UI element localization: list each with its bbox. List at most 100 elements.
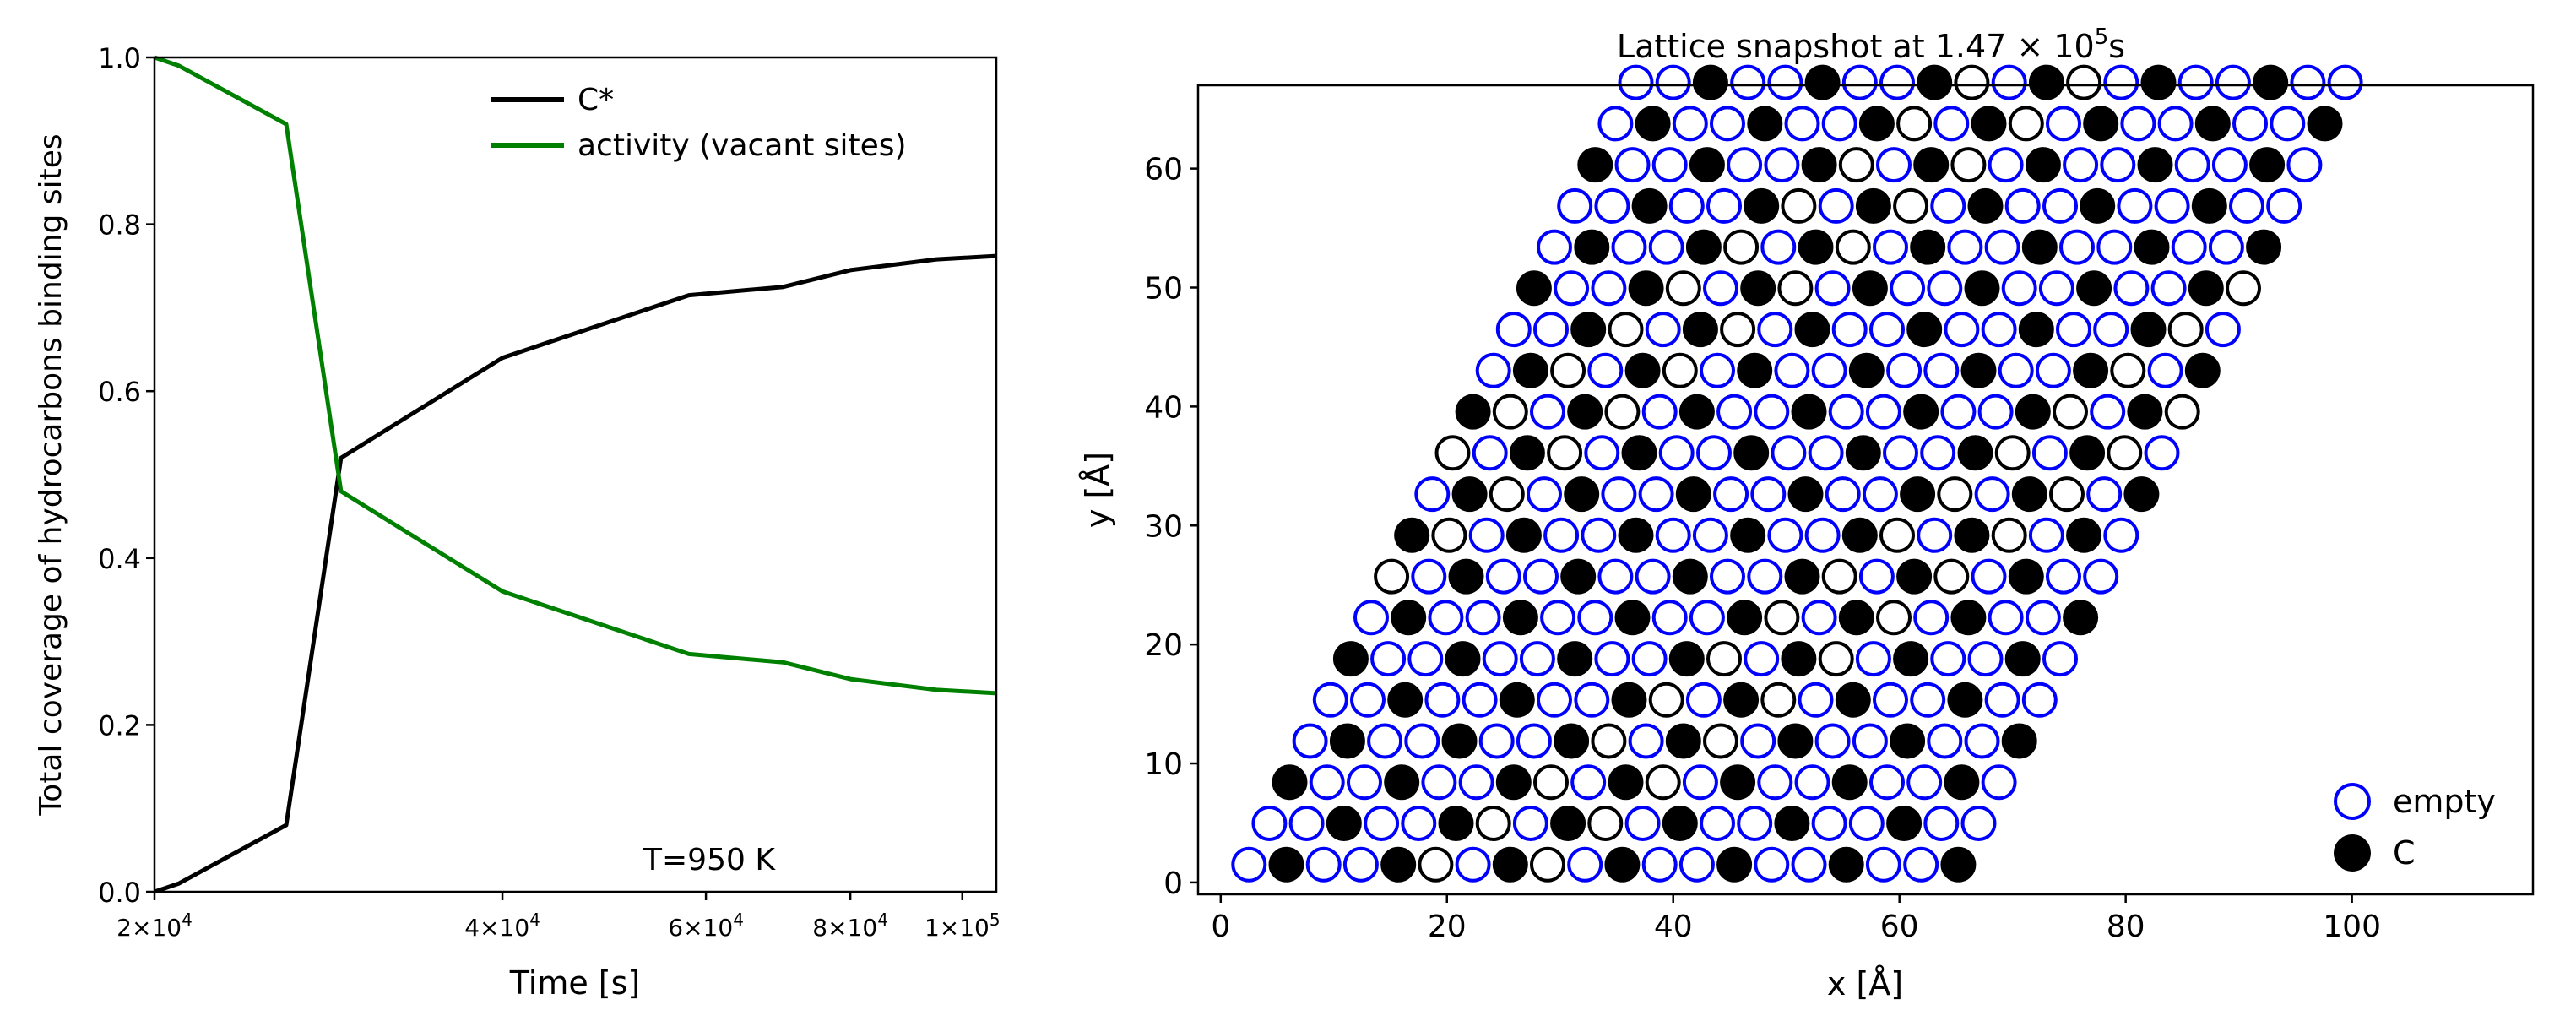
carbon-site <box>1960 352 1997 388</box>
empty-site <box>1455 846 1491 883</box>
carbon-site <box>1720 764 1756 801</box>
empty-site <box>1648 229 1684 265</box>
empty-site <box>1523 558 1559 595</box>
lattice-title-exponent: 5 <box>2095 24 2109 50</box>
carbon-site <box>1835 682 1871 718</box>
carbon-site <box>2066 517 2102 553</box>
carbon-site <box>1890 723 1926 759</box>
carbon-site <box>1668 641 1705 677</box>
carbon-site <box>1944 764 1980 801</box>
legend-marker-c <box>2334 834 2371 872</box>
empty-site <box>1648 682 1684 718</box>
coverage-line-0 <box>154 253 997 894</box>
empty-site <box>1994 435 2031 471</box>
coverage-y-tick-label: 1.0 <box>98 42 141 74</box>
empty-site <box>1462 682 1498 718</box>
empty-site <box>1890 270 1926 307</box>
empty-site <box>1591 723 1627 759</box>
empty-site <box>1492 394 1528 430</box>
carbon-site <box>1723 682 1760 718</box>
carbon-site <box>1675 476 1711 513</box>
empty-site <box>1903 846 1939 883</box>
empty-site <box>1727 147 1763 183</box>
empty-site <box>1604 394 1641 430</box>
empty-site <box>2117 187 2153 224</box>
empty-site <box>1533 764 1569 801</box>
carbon-site <box>2134 229 2170 265</box>
lattice-legend: empty C <box>2334 783 2496 872</box>
carbon-site <box>2083 106 2119 142</box>
carbon-site <box>2130 312 2167 348</box>
empty-site <box>2164 394 2200 430</box>
carbon-site <box>1794 312 1830 348</box>
empty-site <box>1713 476 1749 513</box>
carbon-site <box>2021 229 2058 265</box>
empty-site <box>1723 229 1760 265</box>
carbon-site <box>1685 229 1722 265</box>
empty-site <box>1662 352 1698 388</box>
empty-site <box>1981 764 2017 801</box>
empty-site <box>1611 229 1647 265</box>
carbon-site <box>1692 64 1728 100</box>
carbon-site <box>1516 270 1552 307</box>
empty-site <box>2038 270 2074 307</box>
carbon-site <box>1893 641 1929 677</box>
coverage-x-tick-label: 8×104 <box>812 910 888 942</box>
empty-site <box>1309 764 1345 801</box>
empty-site <box>1581 517 1617 553</box>
carbon-site <box>1387 682 1424 718</box>
empty-site <box>1855 641 1891 677</box>
empty-site <box>1645 764 1681 801</box>
empty-site <box>1665 270 1701 307</box>
carbon-site <box>1621 435 1657 471</box>
empty-site <box>1744 641 1780 677</box>
coverage-series-layer <box>154 55 997 894</box>
empty-site <box>2107 435 2143 471</box>
empty-site <box>2053 394 2088 430</box>
empty-site <box>1628 723 1664 759</box>
coverage-tick-layer: 0.0 0.2 0.4 0.6 0.8 1.0 2×104 4×104 6×104 8×104 1×… <box>98 42 1000 942</box>
empty-site <box>1574 682 1610 718</box>
empty-site <box>1760 229 1797 265</box>
carbon-site <box>1678 394 1715 430</box>
carbon-site <box>1451 476 1488 513</box>
carbon-site <box>1858 106 1895 142</box>
carbon-site <box>2127 394 2163 430</box>
carbon-site <box>1798 229 1834 265</box>
empty-site <box>1964 723 2000 759</box>
empty-site <box>2103 64 2139 100</box>
carbon-site <box>1852 270 1888 307</box>
empty-site <box>2042 187 2078 224</box>
empty-site <box>1651 600 1688 636</box>
carbon-site <box>1900 476 1936 513</box>
empty-site <box>1740 723 1776 759</box>
carbon-site <box>1971 106 2007 142</box>
empty-site <box>1594 187 1630 224</box>
carbon-site <box>1727 600 1763 636</box>
empty-site <box>1577 600 1613 636</box>
carbon-site <box>1631 187 1668 224</box>
empty-site <box>1754 846 1790 883</box>
empty-site <box>1777 270 1814 307</box>
carbon-site <box>1635 106 1671 142</box>
empty-site <box>1537 682 1572 718</box>
lattice-x-tick-label: 80 <box>2107 910 2145 944</box>
carbon-site <box>1550 806 1586 841</box>
carbon-site <box>1394 517 1430 553</box>
empty-site <box>2093 312 2129 348</box>
empty-site <box>1465 600 1501 636</box>
empty-site <box>1407 641 1444 677</box>
empty-site <box>1703 270 1738 307</box>
empty-site <box>1696 435 1732 471</box>
empty-site <box>1923 352 1960 388</box>
empty-site <box>1869 312 1905 348</box>
empty-site <box>1927 723 1963 759</box>
lattice-y-tick-label: 10 <box>1144 747 1183 782</box>
empty-site <box>1852 723 1888 759</box>
empty-site <box>1672 106 1708 142</box>
empty-site <box>1700 806 1735 841</box>
carbon-site <box>2076 270 2112 307</box>
lattice-title-unit: s <box>2108 28 2125 65</box>
empty-site <box>1841 64 1878 100</box>
empty-site <box>1428 600 1464 636</box>
